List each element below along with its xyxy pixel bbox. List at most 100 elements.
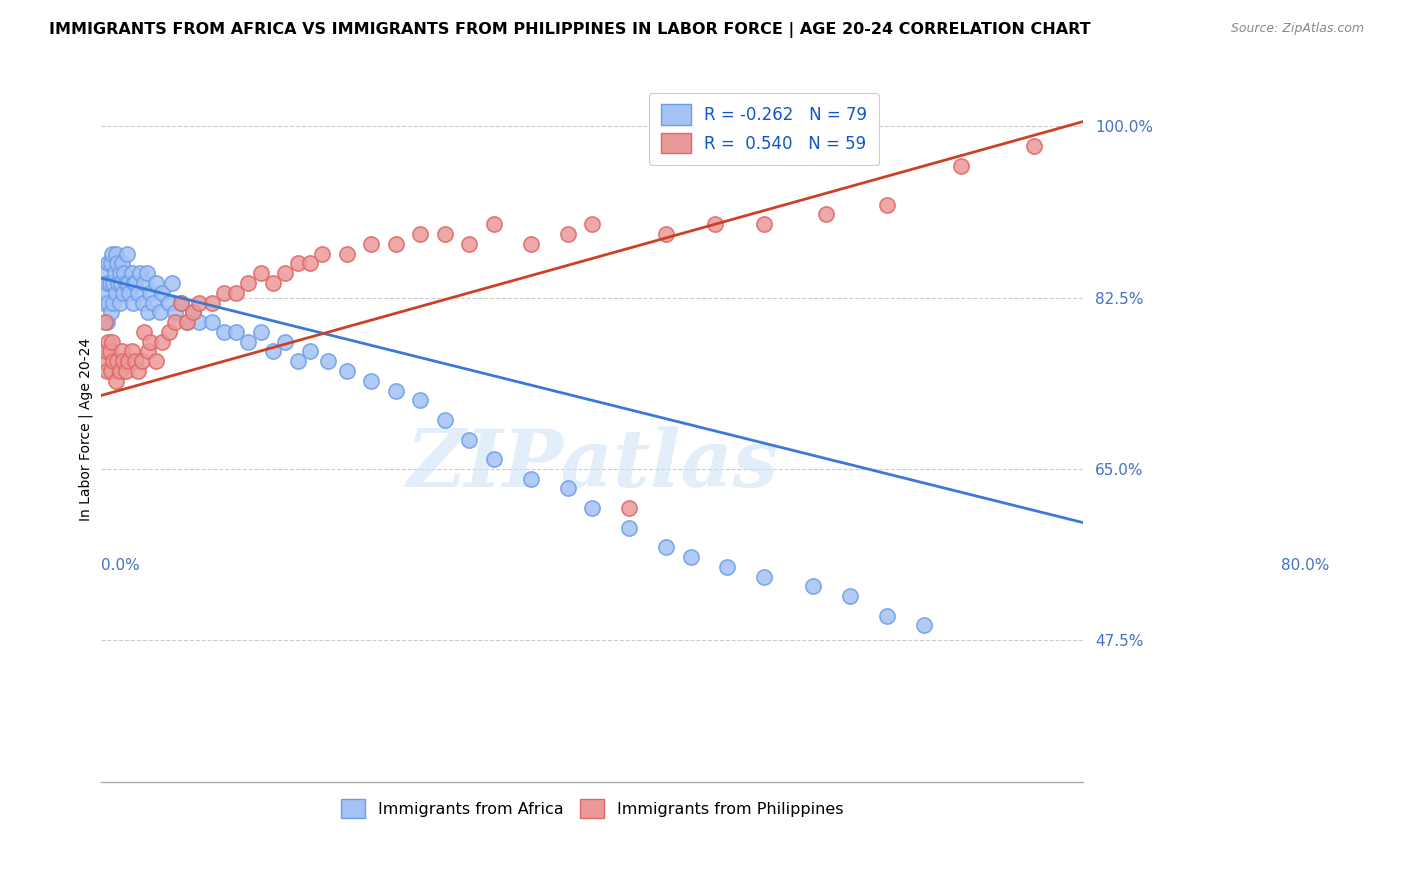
Point [139,285,162,300]
Point [103,354,125,368]
Point [114,266,136,280]
Point [114,364,136,378]
Point [152,285,174,300]
Point [482,452,505,467]
Point [111,256,134,270]
Point [124,276,146,290]
Point [249,266,271,280]
Point [385,384,408,398]
Point [801,579,824,593]
Point [96,276,118,290]
Point [93,295,115,310]
Point [136,305,159,319]
Point [458,433,481,447]
Point [104,266,127,280]
Point [409,227,432,241]
Point [409,393,432,408]
Point [188,295,211,310]
Point [581,217,603,231]
Point [108,295,131,310]
Point [557,482,579,496]
Point [814,207,837,221]
Point [122,276,145,290]
Point [679,549,702,564]
Point [139,334,162,349]
Point [94,266,117,280]
Point [103,295,125,310]
Point [385,236,408,251]
Point [127,285,149,300]
Point [716,559,738,574]
Point [876,197,898,211]
Point [135,266,157,280]
Point [482,217,505,231]
Point [754,569,776,583]
Point [298,256,321,270]
Point [163,305,186,319]
Point [225,325,247,339]
Point [581,501,603,516]
Point [145,276,167,290]
Point [912,618,935,632]
Point [336,246,359,260]
Point [97,334,120,349]
Point [170,295,193,310]
Point [132,276,155,290]
Point [336,364,359,378]
Point [112,354,135,368]
Point [249,325,271,339]
Point [520,236,543,251]
Point [201,315,224,329]
Point [360,236,382,251]
Point [157,325,180,339]
Point [287,354,309,368]
Point [108,266,131,280]
Point [839,589,862,603]
Point [316,354,339,368]
Point [157,295,180,310]
Point [118,285,141,300]
Point [94,285,117,300]
Point [132,325,155,339]
Point [176,315,198,329]
Point [98,344,121,359]
Point [655,540,678,554]
Point [96,364,118,378]
Point [163,315,186,329]
Point [876,608,898,623]
Point [108,364,131,378]
Point [104,374,127,388]
Point [274,266,297,280]
Point [754,217,776,231]
Point [100,256,122,270]
Point [107,276,129,290]
Text: 0.0%: 0.0% [101,558,139,573]
Point [520,472,543,486]
Point [360,374,382,388]
Point [311,246,333,260]
Point [262,276,284,290]
Point [704,217,727,231]
Point [124,354,146,368]
Point [458,236,481,251]
Point [162,276,184,290]
Point [97,256,120,270]
Point [212,285,235,300]
Point [131,354,153,368]
Point [121,266,143,280]
Point [274,334,297,349]
Point [1024,139,1046,153]
Point [111,344,134,359]
Point [122,295,145,310]
Point [433,413,456,427]
Point [121,344,143,359]
Point [238,334,260,349]
Point [152,334,174,349]
Point [142,295,165,310]
Point [93,354,115,368]
Point [96,315,118,329]
Point [136,344,159,359]
Point [98,276,121,290]
Point [101,334,124,349]
Text: Source: ZipAtlas.com: Source: ZipAtlas.com [1230,22,1364,36]
